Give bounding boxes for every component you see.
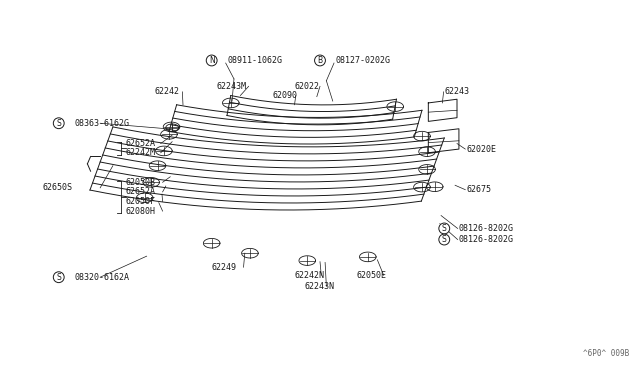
Text: 62050B: 62050B <box>125 178 156 187</box>
Text: 62650S: 62650S <box>43 183 73 192</box>
Text: 62020E: 62020E <box>467 145 497 154</box>
Text: 62243N: 62243N <box>304 282 334 291</box>
Text: 62090: 62090 <box>272 91 297 100</box>
Text: 08911-1062G: 08911-1062G <box>228 56 283 65</box>
Text: 62243M: 62243M <box>217 82 247 91</box>
Text: 08126-8202G: 08126-8202G <box>459 224 514 233</box>
Text: 62242: 62242 <box>154 87 179 96</box>
Text: ^6P0^ 009B: ^6P0^ 009B <box>583 349 629 358</box>
Text: 08320-6162A: 08320-6162A <box>74 273 129 282</box>
Text: 62652A: 62652A <box>125 139 156 148</box>
Text: 62242N: 62242N <box>294 271 324 280</box>
Text: S: S <box>56 119 61 128</box>
Text: S: S <box>442 235 447 244</box>
Text: N: N <box>209 56 214 65</box>
Text: 62249: 62249 <box>212 263 237 272</box>
Text: 62022: 62022 <box>294 82 319 91</box>
Text: 62242M: 62242M <box>125 148 156 157</box>
Text: 62243: 62243 <box>444 87 469 96</box>
Text: 08363-6162G: 08363-6162G <box>74 119 129 128</box>
Text: 62080H: 62080H <box>125 206 156 216</box>
Text: S: S <box>442 224 447 233</box>
Text: 62050E: 62050E <box>357 271 387 280</box>
Text: 62050F: 62050F <box>125 197 156 206</box>
Text: 08126-8202G: 08126-8202G <box>459 235 514 244</box>
Text: S: S <box>56 273 61 282</box>
Text: B: B <box>317 56 323 65</box>
Text: 62652A: 62652A <box>125 187 156 196</box>
Text: 08127-0202G: 08127-0202G <box>335 56 390 65</box>
Text: 62675: 62675 <box>467 185 492 194</box>
